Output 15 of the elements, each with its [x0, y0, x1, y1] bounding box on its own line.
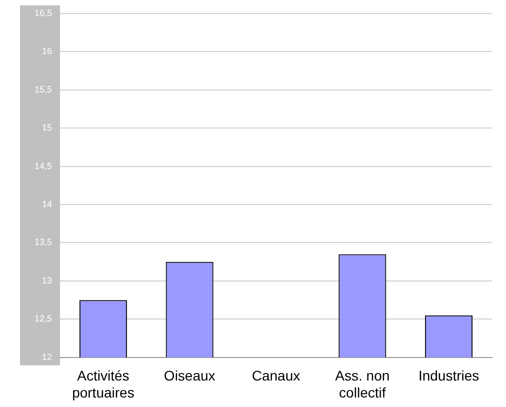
- y-tick-label: 12: [42, 352, 52, 362]
- x-tick-label: Industries: [418, 368, 480, 384]
- y-tick-label: 13: [42, 275, 52, 286]
- y-tick-label: 16,5: [34, 8, 52, 18]
- x-tick-label: Activités portuaires: [72, 368, 134, 400]
- x-tick-label: Ass. non collectif: [335, 368, 390, 400]
- y-tick-label: 16: [42, 46, 52, 56]
- y-tick-label: 15,5: [34, 84, 52, 94]
- y-tick-label: 14,5: [34, 160, 52, 171]
- x-tick-label: Oiseaux: [164, 368, 216, 384]
- y-tick-label: 13,5: [34, 237, 52, 248]
- y-tick-label: 15: [42, 122, 52, 133]
- x-tick-label: Canaux: [252, 368, 300, 384]
- y-tick-label: 12,5: [34, 314, 52, 324]
- y-tick-label: 14: [42, 198, 52, 209]
